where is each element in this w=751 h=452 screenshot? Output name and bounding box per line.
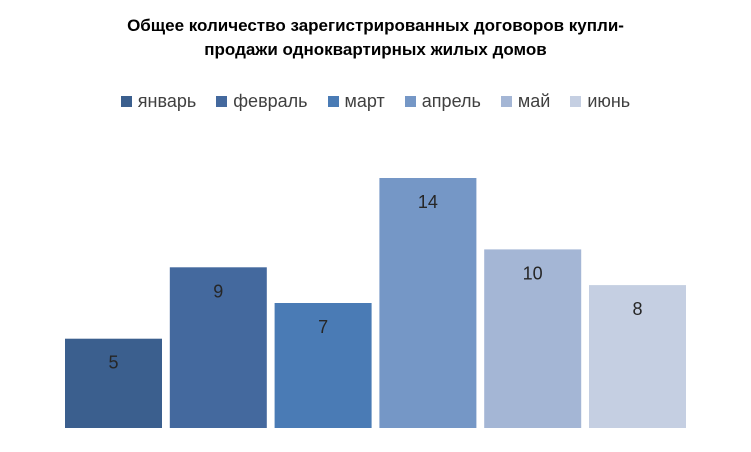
data-label: 9 <box>213 281 223 301</box>
chart-title-line-1: Общее количество зарегистрированных дого… <box>127 16 624 35</box>
bar-3 <box>379 178 477 428</box>
legend-label: июнь <box>587 91 631 111</box>
legend-item: март <box>327 91 385 112</box>
legend-swatch <box>500 96 512 107</box>
bar-4 <box>484 249 582 428</box>
bar-1 <box>169 267 267 428</box>
data-label: 8 <box>632 299 642 319</box>
data-label: 14 <box>418 192 438 212</box>
chart-title-line-2: продажи одноквартирных жилых домов <box>204 40 547 59</box>
legend-label: апрель <box>421 91 481 111</box>
legend-swatch <box>570 96 582 107</box>
legend-label: май <box>517 91 551 111</box>
legend-swatch <box>404 96 416 107</box>
legend-item: февраль <box>216 91 308 112</box>
legend-item: июнь <box>570 91 630 112</box>
bar-2 <box>274 303 372 428</box>
chart-title: Общее количество зарегистрированных дого… <box>0 14 751 62</box>
data-label: 10 <box>523 263 543 283</box>
bar-5 <box>589 285 686 428</box>
chart-legend: январь февраль март апрель май июнь <box>0 91 751 112</box>
legend-item: апрель <box>404 91 481 112</box>
legend-label: январь <box>137 91 197 111</box>
legend-swatch <box>327 96 339 107</box>
legend-swatch <box>216 96 228 107</box>
data-label: 7 <box>318 317 328 337</box>
legend-label: февраль <box>233 91 308 111</box>
legend-item: май <box>500 91 551 112</box>
legend-item: январь <box>120 91 197 112</box>
bar-0 <box>65 338 162 428</box>
legend-label: март <box>344 91 385 111</box>
data-label: 5 <box>108 353 118 373</box>
legend-swatch <box>120 96 132 107</box>
